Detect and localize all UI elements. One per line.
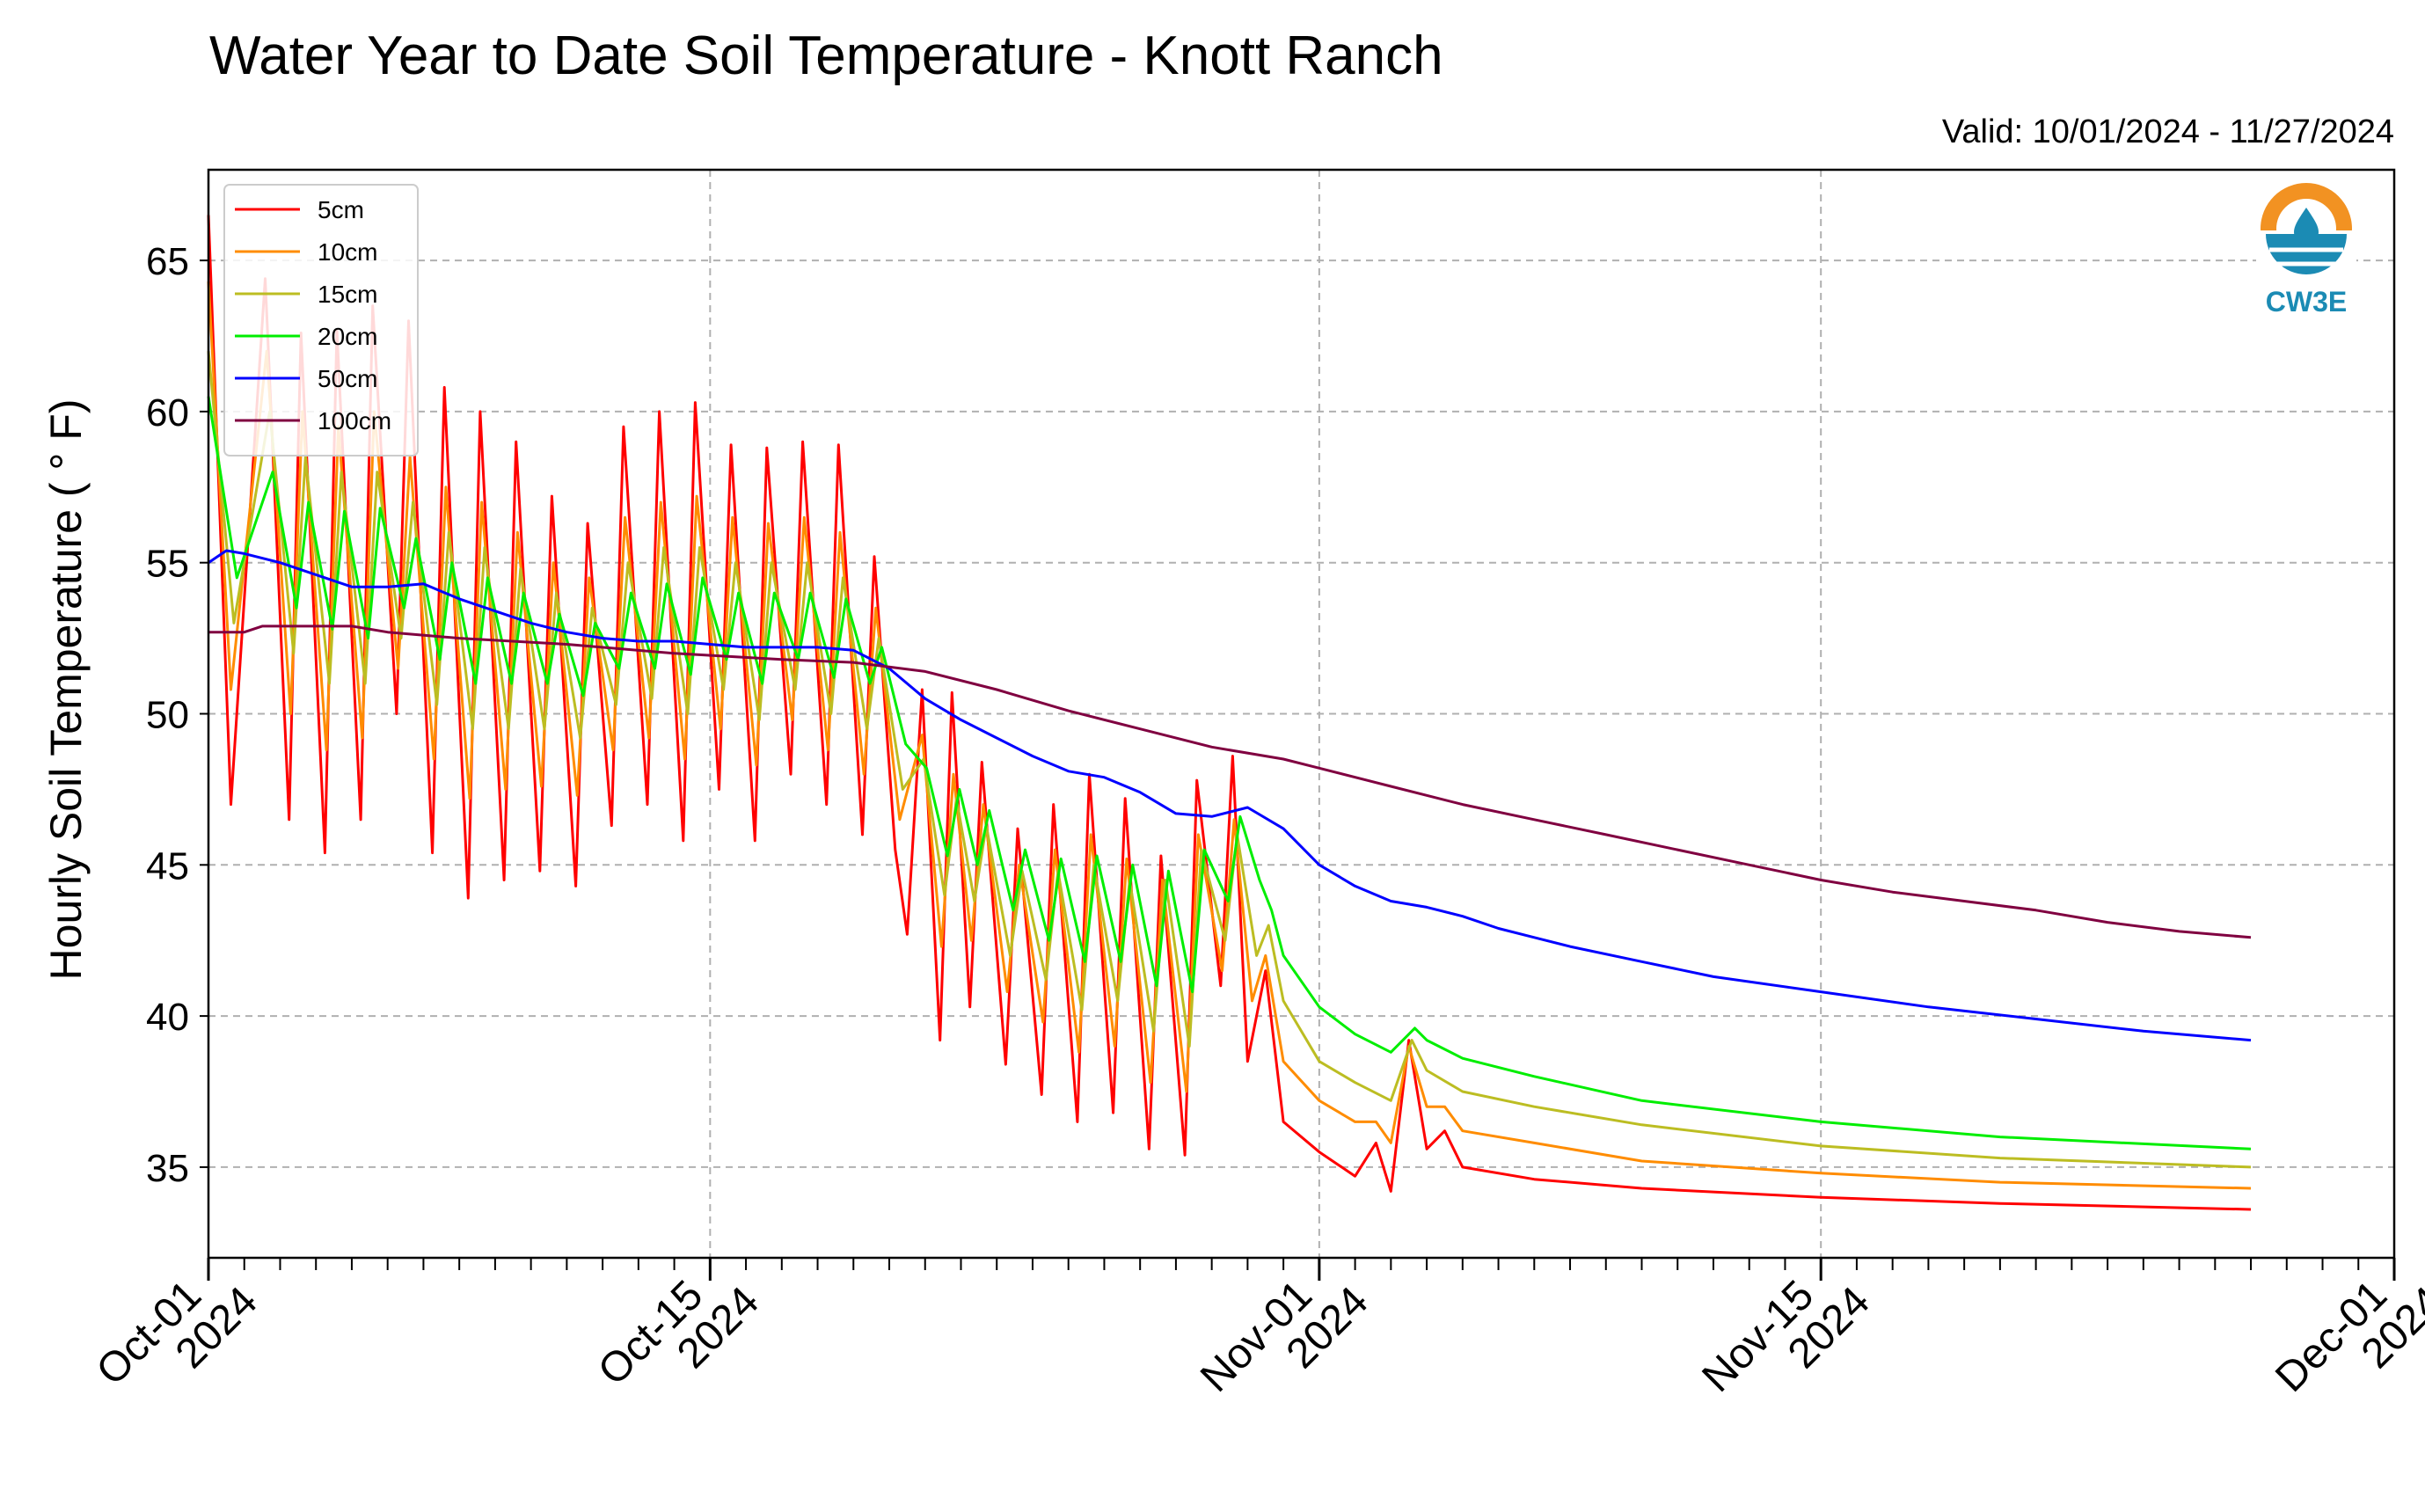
series-line-15cm — [207, 351, 2252, 1169]
legend-label-100cm: 100cm — [318, 407, 391, 435]
chart-valid-range: Valid: 10/01/2024 - 11/27/2024 — [1942, 113, 2394, 150]
logo-text: CW3E — [2266, 286, 2347, 318]
plot-frame — [207, 168, 2396, 1260]
y-tick-label: 45 — [146, 844, 189, 887]
legend-label-50cm: 50cm — [318, 365, 377, 392]
legend-label-15cm: 15cm — [318, 281, 377, 308]
y-tick-label: 40 — [146, 996, 189, 1039]
series-line-100cm — [208, 625, 2252, 939]
legend-label-10cm: 10cm — [318, 238, 377, 266]
y-tick-label: 65 — [146, 240, 189, 283]
logo-droplet-icon — [2294, 208, 2319, 245]
y-tick-label: 35 — [146, 1147, 189, 1190]
y-axis-label: Hourly Soil Temperature ( ° F) — [41, 399, 91, 981]
y-tick-label: 60 — [146, 391, 189, 435]
chart-legend: 5cm 10cm 15cm 20cm 50cm 100cm — [223, 184, 419, 457]
legend-label-5cm: 5cm — [318, 196, 364, 223]
cw3e-logo: CW3E — [2256, 183, 2356, 318]
chart-title: Water Year to Date Soil Temperature - Kn… — [209, 26, 1443, 86]
y-tick-label: 55 — [146, 543, 189, 586]
y-tick-label: 50 — [146, 694, 189, 737]
series-line-10cm — [207, 281, 2252, 1190]
series-lines — [207, 215, 2252, 1211]
series-line-5cm — [207, 215, 2252, 1211]
legend-label-20cm: 20cm — [318, 323, 377, 350]
series-line-50cm — [208, 549, 2252, 1042]
